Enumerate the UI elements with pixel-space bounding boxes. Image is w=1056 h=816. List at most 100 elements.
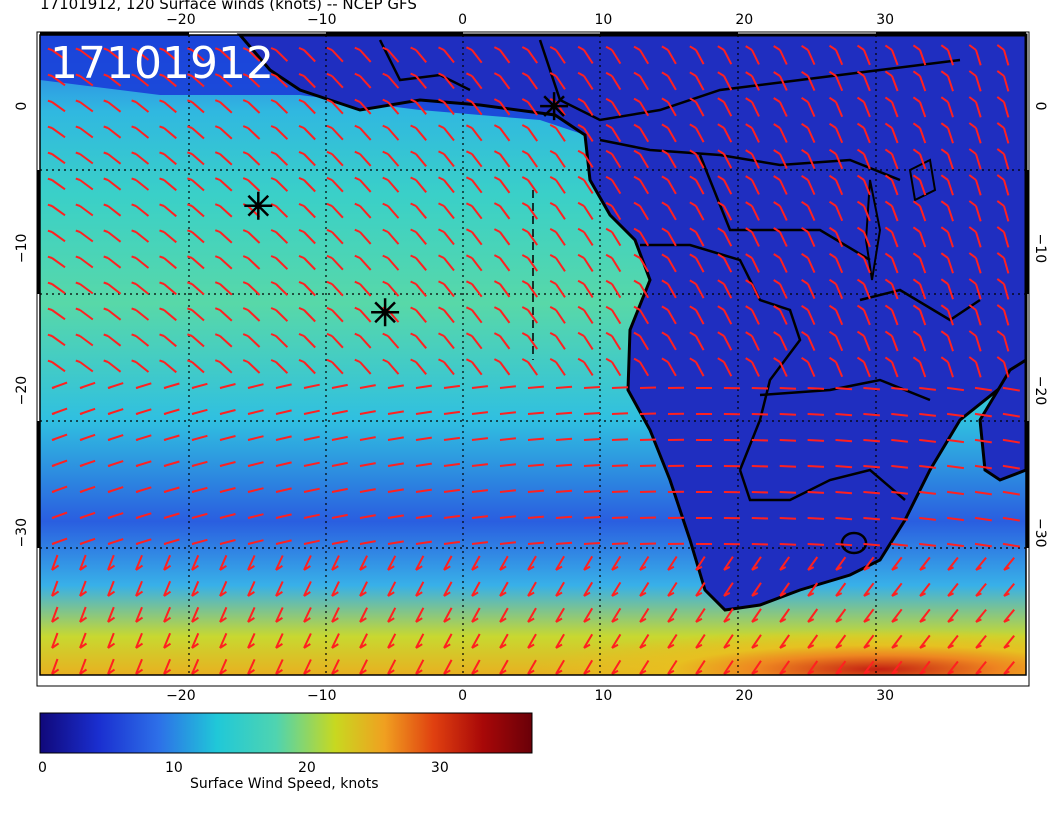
wind-barb [191, 554, 200, 571]
wind-barb [527, 607, 537, 623]
wind-barb [717, 279, 733, 299]
wind-barb [493, 176, 511, 194]
wind-barb [359, 488, 376, 493]
wind-barb [79, 632, 88, 649]
wind-barb [298, 150, 316, 167]
wind-barb [856, 200, 871, 222]
wind-barb [717, 149, 733, 169]
wind-barb [751, 517, 769, 520]
wind-barb [940, 252, 954, 274]
wind-barb [527, 581, 537, 597]
wind-barb [605, 227, 622, 247]
wind-barb [103, 151, 122, 165]
wind-barb [107, 632, 116, 649]
wind-barb [549, 150, 566, 168]
wind-barb [1002, 542, 1020, 548]
wind-barb [856, 252, 871, 274]
wind-barb [75, 99, 94, 113]
wind-barb [465, 228, 483, 246]
wind-barb [996, 174, 1010, 196]
lon-tick-label-bottom: 10 [595, 688, 613, 704]
wind-barb [103, 333, 122, 347]
wind-barb [723, 608, 734, 623]
wind-barb [946, 490, 965, 496]
wind-barb [773, 123, 788, 143]
wind-barb [919, 465, 937, 469]
wind-barb [75, 203, 94, 217]
wind-barb [856, 304, 871, 326]
wind-barb [415, 659, 425, 675]
wind-barb [354, 150, 372, 167]
wind-barb [303, 581, 312, 597]
wind-barb [689, 279, 705, 299]
wind-barb [968, 174, 982, 196]
wind-barb [605, 357, 622, 377]
wind-barb [242, 47, 261, 62]
wind-barb [493, 124, 511, 142]
wind-barb [807, 387, 825, 390]
wind-barb [807, 491, 825, 494]
wind-barb [443, 384, 461, 389]
lon-tick-label-top: −10 [307, 12, 337, 28]
wind-barb [695, 634, 706, 649]
wind-barb [751, 439, 769, 442]
wind-barb [275, 435, 292, 441]
wind-barb [359, 462, 376, 467]
wind-barb [773, 279, 788, 299]
wind-barb [410, 332, 427, 349]
colorbar-tick-label: 30 [430, 760, 449, 776]
wind-barb [611, 516, 629, 519]
wind-barb [751, 556, 762, 571]
wind-barb [577, 123, 594, 142]
wind-barb [891, 413, 909, 417]
wind-barb [689, 331, 705, 351]
wind-barb [354, 176, 372, 193]
wind-barb [884, 70, 899, 92]
wind-barb [298, 98, 316, 115]
wind-barb [968, 122, 982, 144]
wind-barb [219, 554, 228, 571]
wind-barb [382, 358, 400, 375]
wind-barb [891, 465, 909, 469]
wind-barb [974, 412, 992, 418]
wind-barb [633, 149, 650, 169]
wind-barb [443, 436, 461, 441]
wind-barb [717, 357, 733, 377]
wind-barb [751, 413, 769, 416]
wind-barb [443, 659, 453, 675]
wind-barb [661, 201, 677, 221]
wind-barb [443, 607, 453, 623]
wind-barb [633, 97, 650, 117]
wind-barb [131, 151, 150, 165]
wind-barb [947, 660, 959, 675]
wind-barb [247, 513, 264, 519]
wind-barb [940, 200, 954, 222]
wind-barb [633, 123, 650, 143]
wind-barb [807, 608, 819, 623]
wind-barb [298, 202, 316, 219]
wind-barb [131, 307, 150, 321]
wind-barb [359, 540, 376, 545]
wind-barb [521, 332, 539, 350]
wind-barb [471, 581, 481, 597]
wind-barb [912, 278, 927, 300]
wind-barb [103, 359, 122, 373]
wind-barb [75, 47, 94, 61]
wind-barb [555, 515, 573, 519]
wind-barb [242, 281, 261, 296]
wind-barb [940, 304, 954, 326]
wind-barb [471, 515, 489, 519]
wind-barb [359, 514, 376, 519]
wind-barb [354, 306, 372, 323]
wind-barb [521, 202, 539, 220]
wind-barb [611, 555, 622, 571]
wind-barb [187, 229, 205, 244]
wind-barb [219, 383, 236, 389]
wind-barb [583, 490, 601, 493]
wind-barb [527, 659, 537, 675]
wind-barb [103, 307, 122, 321]
wind-barb [661, 253, 677, 273]
wind-barb [947, 608, 959, 623]
wind-barb [695, 660, 706, 675]
wind-barb [242, 307, 261, 322]
